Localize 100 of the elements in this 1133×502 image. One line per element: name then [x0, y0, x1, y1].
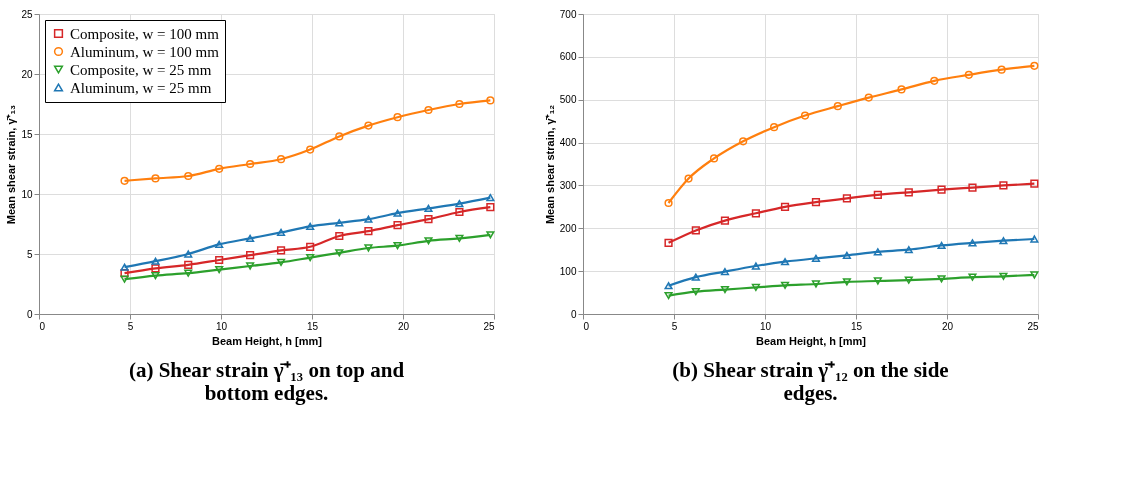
x-tick-label: 20 — [397, 320, 410, 332]
point — [800, 111, 810, 120]
point — [664, 238, 673, 247]
legend-label: Aluminum, w = 100 mm — [70, 43, 220, 60]
point — [937, 275, 946, 283]
point — [873, 277, 882, 285]
point — [335, 132, 344, 141]
x-tick-label: 25 — [483, 320, 495, 332]
point — [780, 281, 790, 289]
point — [691, 273, 700, 281]
point — [709, 154, 719, 163]
point — [1030, 235, 1039, 243]
point — [1030, 179, 1039, 188]
point — [664, 291, 673, 300]
y-axis-title: Mean shear strain, γ̄⁺₁₂ — [543, 104, 556, 225]
point — [684, 174, 693, 183]
point — [739, 137, 748, 146]
point — [393, 113, 402, 122]
point — [455, 199, 464, 208]
point — [306, 222, 315, 231]
point — [215, 255, 224, 265]
point — [833, 102, 842, 111]
point — [276, 258, 286, 267]
point — [691, 226, 700, 235]
x-tick-label: 0 — [39, 320, 46, 332]
x-tick-label: 10 — [215, 320, 228, 332]
point — [751, 262, 760, 270]
legend-label: Aluminum, w = 25 mm — [70, 79, 212, 96]
y-tick-label: 400 — [559, 137, 577, 149]
point — [246, 262, 255, 270]
y-tick-label: 500 — [559, 94, 577, 106]
point — [486, 231, 495, 239]
point — [246, 251, 255, 260]
point — [151, 174, 160, 183]
point — [184, 269, 193, 277]
y-tick-label: 0 — [26, 308, 33, 320]
point — [999, 237, 1008, 245]
point — [184, 250, 193, 258]
x-tick-label: 15 — [306, 320, 319, 332]
point — [904, 246, 913, 254]
point — [937, 241, 946, 250]
point — [770, 123, 779, 132]
point — [937, 185, 946, 194]
point — [246, 234, 255, 243]
point — [306, 145, 315, 154]
point — [864, 93, 873, 102]
point — [999, 272, 1008, 280]
x-axis-title: Beam Height, h [mm] — [755, 334, 867, 347]
point — [1030, 271, 1039, 279]
point — [335, 219, 344, 227]
point — [246, 159, 255, 169]
point — [904, 188, 913, 197]
point — [276, 228, 286, 237]
point — [968, 273, 977, 281]
y-tick-label: 25 — [21, 8, 33, 20]
point — [364, 244, 373, 252]
x-axis-title: Beam Height, h [mm] — [211, 334, 323, 347]
x-tick-label: 5 — [127, 320, 134, 332]
point — [184, 260, 193, 269]
point — [842, 251, 851, 259]
point — [720, 216, 730, 225]
point — [811, 198, 821, 207]
point — [842, 194, 851, 203]
point — [276, 246, 286, 255]
point — [393, 209, 402, 217]
point — [873, 248, 882, 256]
point — [455, 99, 464, 109]
point — [455, 234, 464, 243]
point — [276, 155, 286, 164]
point — [364, 121, 373, 130]
point — [751, 209, 760, 218]
y-tick-label: 20 — [21, 68, 33, 80]
y-tick-label: 5 — [26, 248, 33, 260]
y-tick-label: 0 — [570, 308, 577, 320]
point — [720, 285, 730, 294]
point — [968, 183, 977, 192]
point — [215, 164, 224, 173]
point — [968, 239, 977, 247]
point — [720, 267, 730, 276]
point — [335, 249, 344, 257]
legend-label: Composite, w = 100 mm — [70, 25, 220, 42]
point — [780, 202, 790, 211]
point — [751, 283, 760, 292]
point — [424, 237, 433, 245]
point — [151, 271, 160, 280]
point — [930, 76, 939, 85]
text: (a) Shear strain γ̄⁺₁₃ on top and bottom edges. — [128, 358, 405, 405]
point — [897, 85, 906, 94]
point — [664, 282, 673, 290]
point — [120, 263, 129, 271]
point — [120, 275, 129, 283]
point — [691, 288, 700, 296]
point — [364, 215, 373, 223]
point — [424, 204, 433, 213]
point — [393, 241, 402, 250]
legend-label: Composite, w = 25 mm — [70, 61, 212, 78]
y-tick-label: 600 — [559, 51, 577, 63]
x-tick-label: 0 — [583, 320, 590, 332]
x-tick-label: 15 — [850, 320, 863, 332]
point — [999, 181, 1008, 190]
